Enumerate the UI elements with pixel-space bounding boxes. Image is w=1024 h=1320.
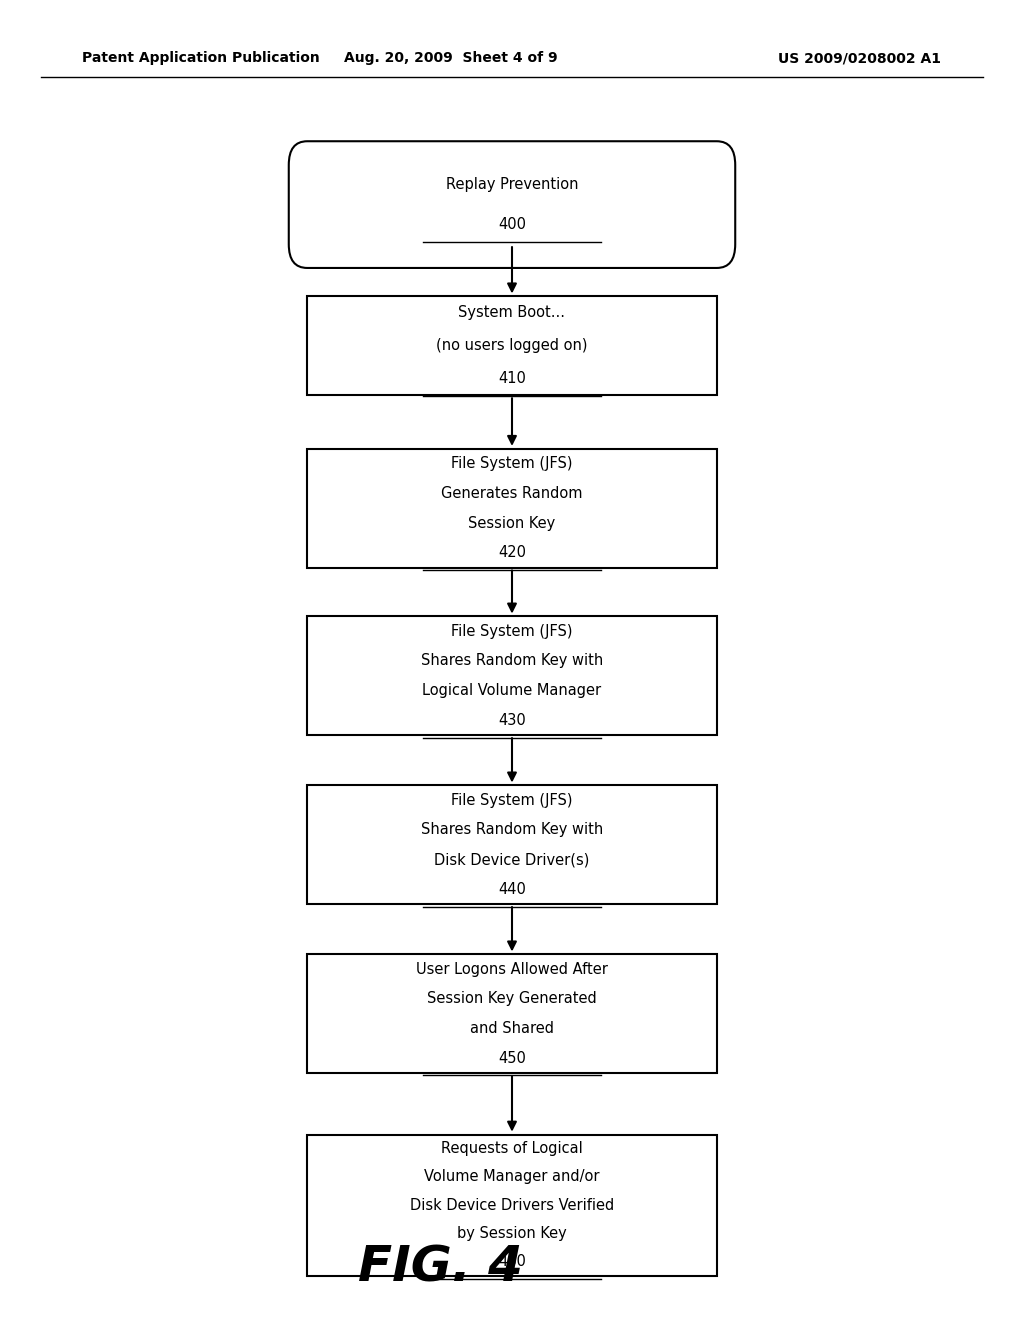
Text: US 2009/0208002 A1: US 2009/0208002 A1 <box>778 51 941 65</box>
Text: Patent Application Publication: Patent Application Publication <box>82 51 319 65</box>
FancyBboxPatch shape <box>289 141 735 268</box>
Text: FIG. 4: FIG. 4 <box>357 1243 523 1291</box>
Text: Requests of Logical: Requests of Logical <box>441 1142 583 1156</box>
Text: by Session Key: by Session Key <box>457 1226 567 1241</box>
Text: System Boot...: System Boot... <box>459 305 565 321</box>
Text: 400: 400 <box>498 216 526 232</box>
Text: File System (JFS): File System (JFS) <box>452 457 572 471</box>
FancyBboxPatch shape <box>307 1135 717 1275</box>
Text: Session Key Generated: Session Key Generated <box>427 991 597 1006</box>
Text: File System (JFS): File System (JFS) <box>452 624 572 639</box>
FancyBboxPatch shape <box>307 616 717 735</box>
Text: 450: 450 <box>498 1051 526 1065</box>
Text: Shares Random Key with: Shares Random Key with <box>421 822 603 837</box>
FancyBboxPatch shape <box>307 785 717 904</box>
FancyBboxPatch shape <box>307 297 717 396</box>
Text: Disk Device Driver(s): Disk Device Driver(s) <box>434 853 590 867</box>
Text: 430: 430 <box>498 713 526 727</box>
Text: Replay Prevention: Replay Prevention <box>445 177 579 193</box>
Text: Shares Random Key with: Shares Random Key with <box>421 653 603 668</box>
Text: and Shared: and Shared <box>470 1022 554 1036</box>
Text: Disk Device Drivers Verified: Disk Device Drivers Verified <box>410 1197 614 1213</box>
Text: Logical Volume Manager: Logical Volume Manager <box>423 684 601 698</box>
Text: Aug. 20, 2009  Sheet 4 of 9: Aug. 20, 2009 Sheet 4 of 9 <box>344 51 557 65</box>
Text: (no users logged on): (no users logged on) <box>436 338 588 354</box>
Text: Session Key: Session Key <box>468 516 556 531</box>
Text: User Logons Allowed After: User Logons Allowed After <box>416 962 608 977</box>
Text: File System (JFS): File System (JFS) <box>452 793 572 808</box>
Text: Generates Random: Generates Random <box>441 486 583 500</box>
FancyBboxPatch shape <box>307 954 717 1073</box>
Text: 460: 460 <box>498 1254 526 1269</box>
Text: 410: 410 <box>498 371 526 387</box>
Text: 420: 420 <box>498 545 526 560</box>
Text: Volume Manager and/or: Volume Manager and/or <box>424 1170 600 1184</box>
Text: 440: 440 <box>498 882 526 896</box>
FancyBboxPatch shape <box>307 449 717 568</box>
